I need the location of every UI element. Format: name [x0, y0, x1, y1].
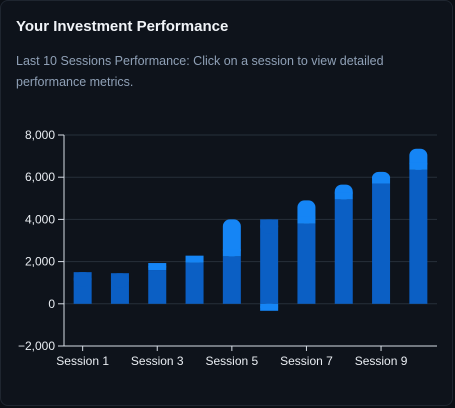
y-tick-label: 4,000 — [25, 212, 55, 226]
y-tick-label: 0 — [48, 297, 55, 311]
bar-gain-fill — [185, 255, 204, 263]
y-tick-label: 6,000 — [25, 170, 55, 184]
bar-base[interactable] — [260, 219, 279, 304]
y-axis-tick-labels: −2,000 0 2,000 4,000 6,000 8,000 — [18, 128, 55, 353]
bar-gain-fill — [372, 176, 391, 184]
x-tick-label: Session 3 — [131, 354, 184, 368]
y-tick-label: 2,000 — [25, 255, 55, 269]
bar-group[interactable] — [73, 272, 92, 304]
bar-base[interactable] — [334, 199, 353, 304]
bar-base-cap — [260, 219, 279, 234]
bar-group[interactable] — [148, 263, 167, 304]
bar-base[interactable] — [148, 270, 167, 304]
x-axis-tick-labels: Session 1 Session 3 Session 5 Session 7 Sess… — [56, 354, 407, 368]
bar-base[interactable] — [297, 223, 316, 304]
card-subtitle: Last 10 Sessions Performance: Click on a… — [16, 54, 384, 89]
bar-base[interactable] — [372, 183, 391, 304]
bar-base-cap — [110, 273, 129, 288]
bars — [73, 148, 428, 311]
bar-group[interactable] — [222, 219, 241, 304]
bar-base[interactable] — [222, 256, 241, 304]
axes — [58, 134, 437, 351]
x-tick-label: Session 5 — [205, 354, 258, 368]
bar-gain[interactable] — [222, 219, 241, 257]
bar-group[interactable] — [372, 171, 391, 304]
bar-gain-fill — [148, 263, 167, 271]
x-tick-label: Session 9 — [355, 354, 408, 368]
x-tick-label: Session 7 — [280, 354, 333, 368]
card-title: Your Investment Performance — [16, 18, 229, 35]
bar-group[interactable] — [260, 219, 279, 311]
y-tick-label: −2,000 — [18, 339, 55, 353]
bar-group[interactable] — [185, 255, 204, 304]
y-tick-label: 8,000 — [25, 128, 55, 142]
bar-gain-fill — [260, 303, 279, 311]
bar-gain-fill — [334, 192, 353, 200]
bar-gain-fill — [409, 162, 428, 170]
bar-gain-fill — [222, 249, 241, 257]
bar-base[interactable] — [409, 169, 428, 304]
bar-group[interactable] — [110, 273, 129, 304]
bar-group[interactable] — [409, 148, 428, 304]
bar-group[interactable] — [334, 184, 353, 304]
bar-group[interactable] — [297, 200, 316, 304]
bar-base[interactable] — [185, 262, 204, 304]
bar-base-cap — [73, 272, 92, 287]
x-tick-label: Session 1 — [56, 354, 109, 368]
bar-gain-fill — [297, 216, 316, 224]
